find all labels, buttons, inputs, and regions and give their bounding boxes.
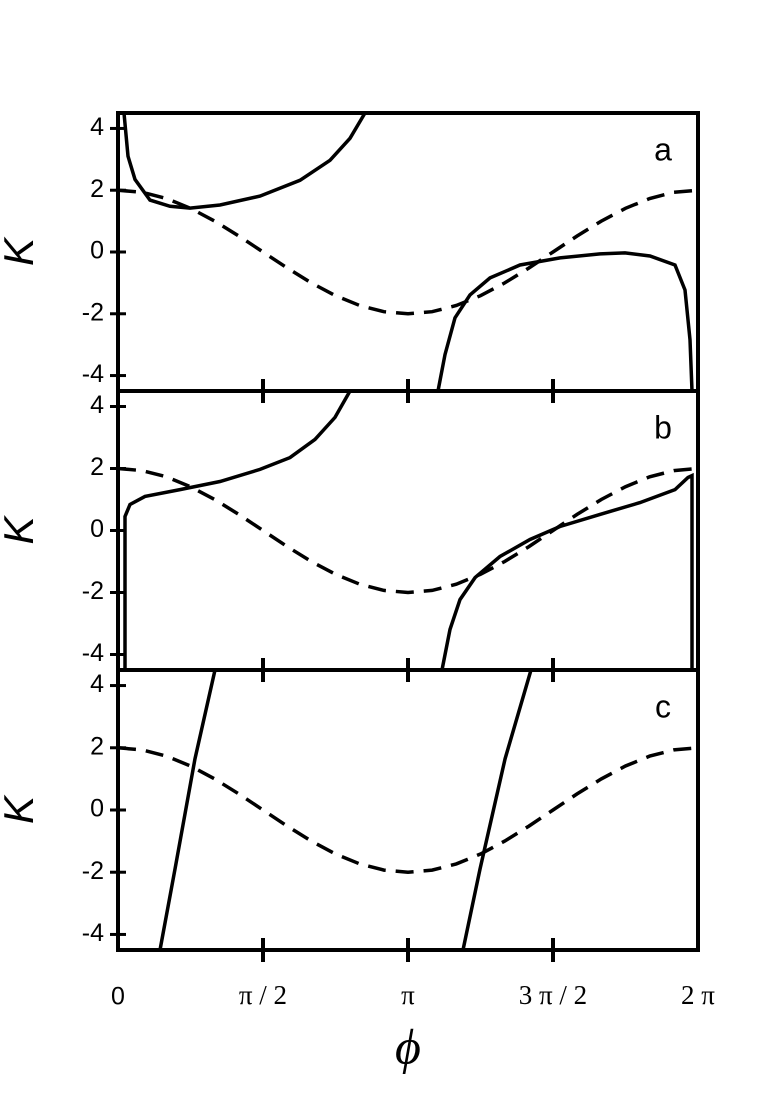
y-tick-label: -2 — [82, 857, 104, 885]
curve — [436, 251, 694, 392]
panel-label: c — [655, 688, 671, 724]
y-tick-label: 4 — [90, 391, 104, 419]
y-axis-label: K — [0, 794, 42, 824]
x-axis-label: ϕ — [395, 1018, 421, 1074]
x-tick-label: π / 2 — [239, 980, 287, 1010]
curve — [461, 669, 533, 951]
curve — [158, 669, 217, 951]
y-axis-label: K — [0, 515, 42, 545]
y-tick-label: -4 — [82, 360, 104, 388]
y-axis-label: K — [0, 236, 42, 266]
x-tick-label: 0 — [111, 983, 125, 1011]
plot-frame — [116, 389, 700, 672]
y-tick-label: -2 — [82, 577, 104, 605]
curve — [117, 466, 699, 595]
panel-label: a — [654, 131, 672, 167]
y-tick-label: 2 — [90, 453, 104, 481]
y-tick-label: 4 — [90, 670, 104, 698]
panel-label: b — [654, 409, 672, 445]
curve — [117, 746, 699, 874]
y-tick-label: 0 — [90, 515, 104, 543]
y-tick-label: -4 — [82, 919, 104, 947]
x-tick-label: π — [401, 980, 415, 1010]
curve — [117, 188, 699, 316]
y-tick-label: 2 — [90, 732, 104, 760]
x-tick-label: 2 π — [681, 980, 715, 1010]
curve — [123, 390, 352, 670]
y-tick-label: -2 — [82, 298, 104, 326]
y-tick-label: 0 — [90, 237, 104, 265]
y-tick-label: 0 — [90, 795, 104, 823]
y-tick-label: 4 — [90, 113, 104, 141]
x-tick-label: 3 π / 2 — [519, 980, 587, 1010]
curve — [440, 472, 694, 671]
curve — [122, 112, 367, 210]
y-tick-label: -4 — [82, 639, 104, 667]
plot-frame — [116, 668, 700, 952]
y-tick-label: 2 — [90, 175, 104, 203]
